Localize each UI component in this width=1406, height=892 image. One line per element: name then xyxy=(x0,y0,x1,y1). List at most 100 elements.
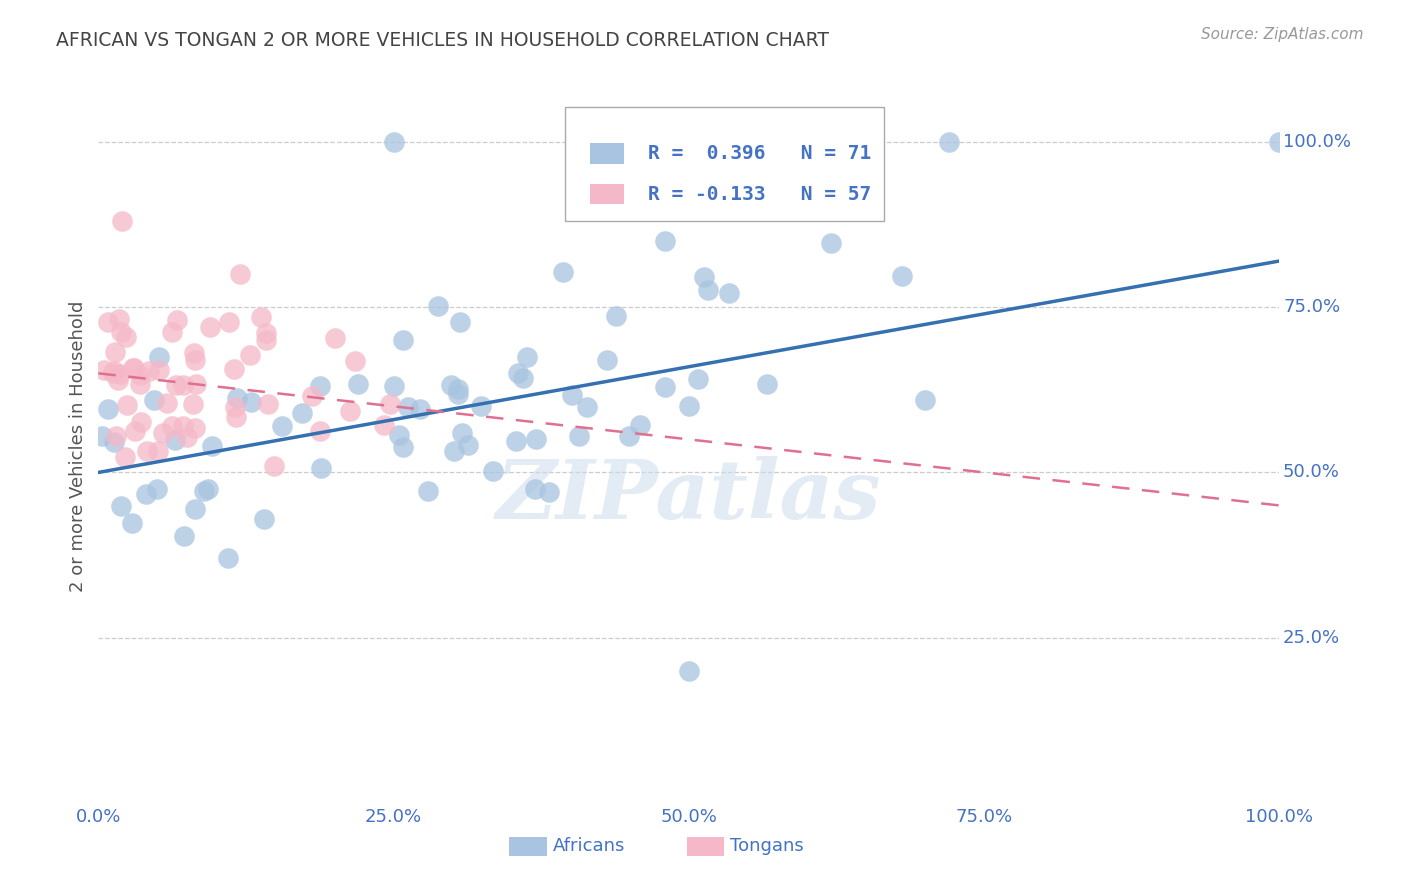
Point xyxy=(439,378,461,392)
Point xyxy=(470,399,492,413)
Point xyxy=(256,397,278,411)
Point xyxy=(308,379,330,393)
Point xyxy=(183,346,205,360)
Point xyxy=(239,395,262,409)
Point xyxy=(253,512,276,526)
Point xyxy=(449,315,471,329)
Point xyxy=(688,371,710,385)
Point xyxy=(97,315,120,329)
Point xyxy=(90,429,112,443)
Point xyxy=(443,443,465,458)
Text: Source: ZipAtlas.com: Source: ZipAtlas.com xyxy=(1201,27,1364,42)
Point xyxy=(568,429,591,443)
Point xyxy=(512,371,534,385)
Point xyxy=(129,376,152,391)
Point xyxy=(148,363,170,377)
Point xyxy=(107,373,129,387)
Point xyxy=(270,419,292,434)
Point xyxy=(301,389,323,403)
Point xyxy=(596,352,619,367)
Point xyxy=(605,309,627,323)
Point xyxy=(382,135,405,149)
Point xyxy=(481,464,503,478)
Point xyxy=(129,415,152,429)
Point xyxy=(339,404,361,418)
Point xyxy=(201,439,224,453)
Point xyxy=(343,354,366,368)
Point xyxy=(138,364,160,378)
Text: 75.0%: 75.0% xyxy=(1284,298,1340,317)
Point xyxy=(122,361,145,376)
Point xyxy=(142,392,165,407)
Point xyxy=(128,368,150,383)
Text: 100.0%: 100.0% xyxy=(1284,133,1351,151)
Point xyxy=(820,235,842,250)
Point xyxy=(692,270,714,285)
Point xyxy=(249,310,271,324)
Point xyxy=(222,361,245,376)
Text: Tongans: Tongans xyxy=(730,837,804,855)
Point xyxy=(163,433,186,447)
Point xyxy=(524,432,547,446)
FancyBboxPatch shape xyxy=(589,184,624,204)
Point xyxy=(103,435,125,450)
Text: 25.0%: 25.0% xyxy=(1284,629,1340,647)
Point xyxy=(183,502,205,516)
Point xyxy=(103,367,125,381)
Point xyxy=(756,376,779,391)
Point xyxy=(447,387,470,401)
Point xyxy=(103,363,125,377)
Point xyxy=(173,528,195,542)
Point xyxy=(914,393,936,408)
Point xyxy=(160,418,183,433)
Point xyxy=(224,400,246,414)
Point xyxy=(387,428,409,442)
Point xyxy=(225,409,247,424)
Text: R =  0.396   N = 71: R = 0.396 N = 71 xyxy=(648,144,870,163)
Point xyxy=(263,459,285,474)
Point xyxy=(107,311,129,326)
Text: AFRICAN VS TONGAN 2 OR MORE VEHICLES IN HOUSEHOLD CORRELATION CHART: AFRICAN VS TONGAN 2 OR MORE VEHICLES IN … xyxy=(56,31,830,50)
Point xyxy=(135,487,157,501)
Text: 50.0%: 50.0% xyxy=(1284,464,1340,482)
Point xyxy=(114,450,136,465)
Point xyxy=(654,380,676,394)
Point xyxy=(409,401,432,416)
Point xyxy=(938,135,960,149)
Point xyxy=(104,429,127,443)
FancyBboxPatch shape xyxy=(686,837,724,855)
Text: R = -0.133   N = 57: R = -0.133 N = 57 xyxy=(648,185,870,203)
Point xyxy=(136,443,159,458)
Point xyxy=(162,326,184,340)
Point xyxy=(373,417,395,432)
Point xyxy=(197,483,219,497)
Point xyxy=(152,425,174,440)
Point xyxy=(308,425,330,439)
Point xyxy=(184,421,207,435)
Point xyxy=(396,400,419,414)
Point xyxy=(229,267,252,281)
Point xyxy=(111,214,134,228)
Point xyxy=(121,516,143,531)
Text: ZIPatlas: ZIPatlas xyxy=(496,456,882,536)
Point xyxy=(110,499,132,513)
Point xyxy=(1268,135,1291,149)
Point xyxy=(392,440,415,454)
Point xyxy=(198,320,221,334)
Point xyxy=(254,333,277,347)
Point xyxy=(172,419,194,434)
Point xyxy=(678,399,700,413)
Point xyxy=(523,482,546,496)
Point xyxy=(122,361,145,376)
Point xyxy=(218,315,240,329)
Point xyxy=(291,406,314,420)
Point xyxy=(145,483,167,497)
Point xyxy=(217,551,239,566)
Point xyxy=(451,426,474,441)
Point xyxy=(418,483,440,498)
Point xyxy=(447,382,470,396)
Point xyxy=(378,397,401,411)
Point xyxy=(427,299,450,313)
Point xyxy=(181,397,204,411)
Point xyxy=(628,417,651,432)
